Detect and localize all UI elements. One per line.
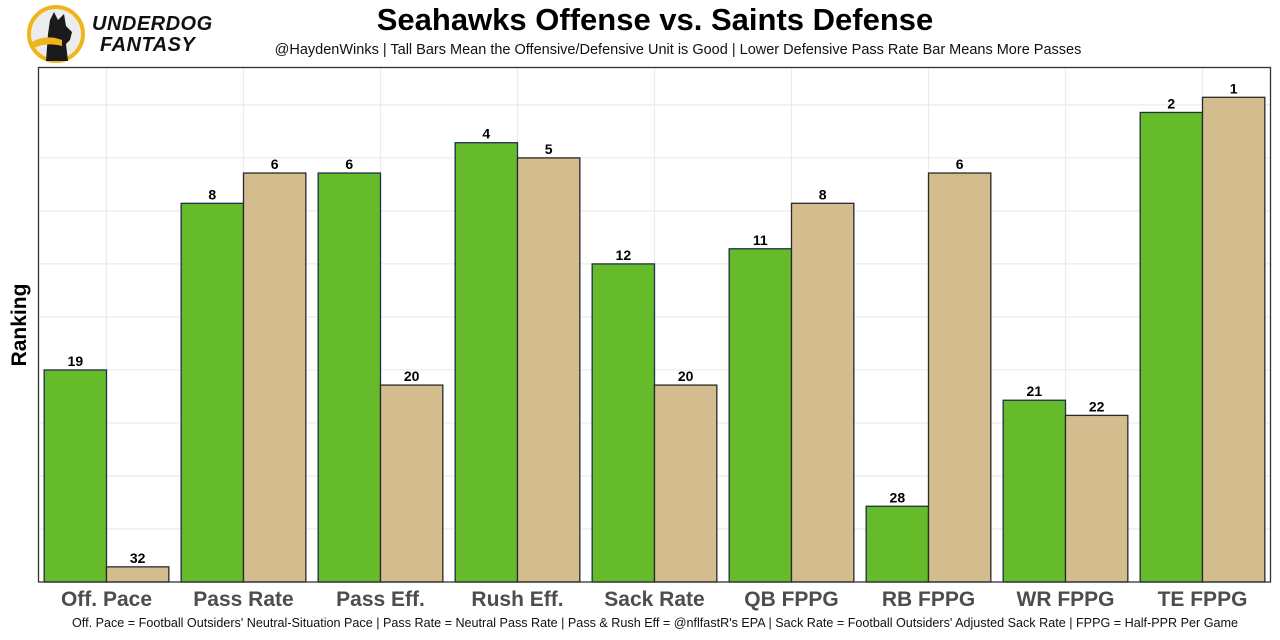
defense-rank-label: 20	[678, 368, 694, 384]
x-tick-labels: Off. Pace Pass Rate Pass Eff. Rush Eff. Sack…	[61, 588, 1247, 611]
defense-bar	[790, 202, 855, 583]
chart-subtitle: @HaydenWinks | Tall Bars Mean the Offens…	[274, 42, 1082, 58]
chart-title: Seahawks Offense vs. Saints Defense	[376, 2, 934, 37]
x-tick-label: TE FPPG	[1158, 588, 1248, 611]
defense-rank-label: 8	[819, 186, 827, 202]
offense-rank-label: 12	[616, 247, 632, 263]
defense-rank-label: 1	[1230, 80, 1238, 96]
x-tick-label: Pass Eff.	[336, 588, 425, 611]
x-tick-label: RB FPPG	[882, 588, 975, 611]
defense-rank-label: 5	[545, 141, 553, 157]
y-axis-label: Ranking	[8, 284, 31, 367]
defense-bar	[1064, 414, 1129, 583]
x-tick-label: WR FPPG	[1017, 588, 1115, 611]
defense-bar	[927, 172, 992, 583]
defense-bar	[105, 566, 170, 583]
defense-bar	[242, 172, 307, 583]
offense-rank-label: 6	[345, 156, 353, 172]
defense-bar	[516, 157, 581, 583]
offense-rank-label: 28	[890, 489, 906, 505]
defense-bar	[653, 384, 718, 583]
x-tick-label: Off. Pace	[61, 588, 152, 611]
offense-bar	[1139, 111, 1204, 583]
dog-head-icon	[27, 5, 85, 63]
offense-bar	[317, 172, 382, 583]
offense-bar	[865, 505, 930, 583]
defense-rank-label: 6	[956, 156, 964, 172]
offense-bar	[454, 142, 519, 583]
offense-rank-label: 11	[753, 232, 768, 248]
offense-rank-label: 4	[482, 126, 490, 142]
underdog-fantasy-logo: UNDERDOG FANTASY	[26, 4, 226, 63]
offense-bar	[591, 263, 656, 583]
x-tick-label: Rush Eff.	[471, 588, 563, 611]
defense-rank-label: 6	[271, 156, 279, 172]
chart-caption: Off. Pace = Football Outsiders' Neutral-…	[72, 616, 1238, 630]
offense-bar	[1002, 399, 1067, 583]
defense-bar	[1201, 96, 1266, 583]
logo-line1: UNDERDOG	[92, 13, 213, 35]
offense-rank-label: 8	[208, 186, 216, 202]
offense-bar	[43, 369, 108, 583]
offense-rank-label: 21	[1027, 383, 1043, 399]
x-tick-label: Pass Rate	[193, 588, 293, 611]
defense-rank-label: 22	[1089, 398, 1105, 414]
defense-rank-label: 20	[404, 368, 420, 384]
defense-bar	[379, 384, 444, 583]
plot-panel-border	[37, 66, 1272, 583]
offense-rank-label: 19	[68, 353, 84, 369]
logo-line2: FANTASY	[100, 34, 196, 56]
x-tick-label: Sack Rate	[604, 588, 704, 611]
defense-rank-label: 32	[130, 550, 146, 566]
offense-bar	[728, 248, 793, 583]
x-tick-label: QB FPPG	[744, 588, 839, 611]
bars	[43, 96, 1266, 583]
offense-rank-label: 2	[1167, 95, 1175, 111]
offense-bar	[180, 202, 245, 583]
